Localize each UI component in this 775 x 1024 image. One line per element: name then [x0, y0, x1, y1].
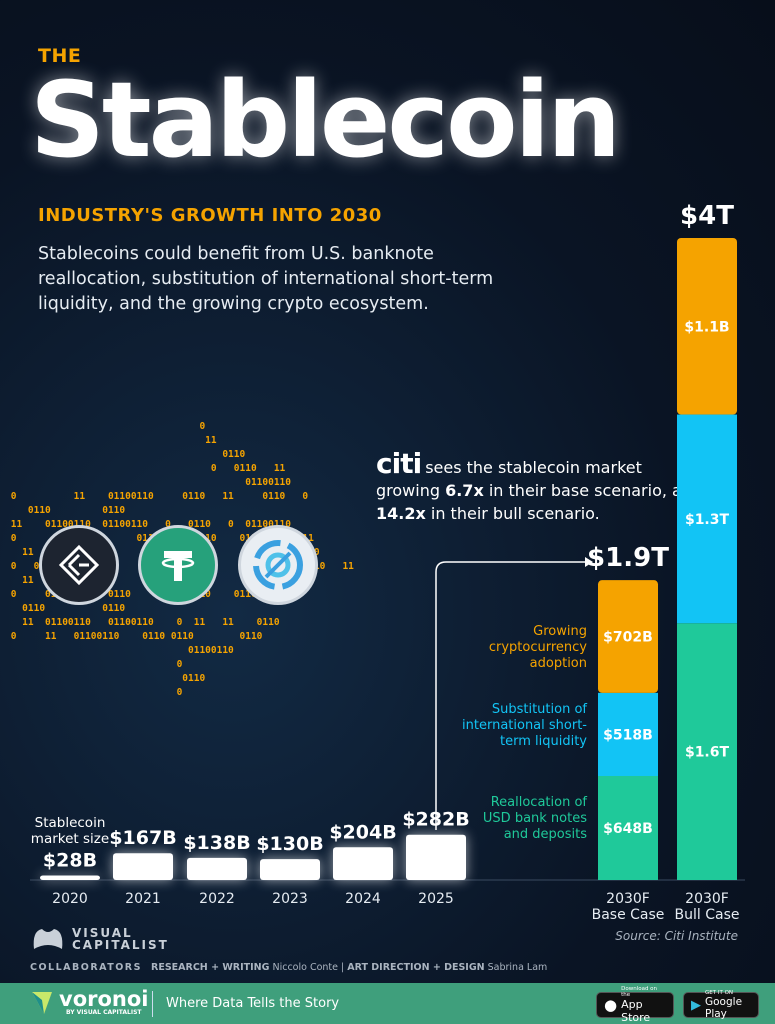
bar-2021 — [113, 853, 173, 880]
forecast-year-label: 2030F — [685, 891, 729, 907]
voronoi-icon — [32, 991, 52, 1014]
citi-logo: citi — [376, 447, 422, 480]
segment-label: $1.1B — [684, 319, 729, 335]
vc-logo: VISUAL CAPITALIST — [30, 925, 167, 953]
segment-liquidity — [677, 414, 737, 624]
year-label: 2022 — [199, 891, 235, 907]
value-label-2023: $130B — [256, 833, 323, 855]
tether-coin-icon — [138, 525, 218, 605]
subtitle: INDUSTRY'S GROWTH INTO 2030 — [38, 205, 382, 226]
voronoi-logo[interactable]: voronoi BY VISUAL CAPITALIST — [30, 989, 148, 1016]
value-label-2025: $282B — [402, 809, 469, 831]
year-label: 2021 — [125, 891, 161, 907]
year-label: 2025 — [418, 891, 454, 907]
citi-callout: citi sees the stablecoin market growing 6… — [376, 447, 703, 524]
value-label-2022: $138B — [183, 832, 250, 854]
legend-liquidity: Substitution of international short-term… — [462, 702, 587, 749]
bar-2023 — [260, 859, 320, 880]
year-label: 2024 — [345, 891, 381, 907]
legend-banknotes: Reallocation of USD bank notes and depos… — [482, 795, 587, 842]
vc-logo-icon — [33, 929, 63, 949]
tagline: Where Data Tells the Story — [166, 996, 340, 1011]
year-label: 2020 — [52, 891, 88, 907]
total-label: $4T — [680, 201, 734, 231]
arrow-head-icon — [585, 557, 593, 567]
forecast-case-label: Base Case — [592, 907, 665, 923]
segment-label: $518B — [603, 727, 653, 743]
value-label-2024: $204B — [329, 821, 396, 843]
segment-crypto — [598, 580, 658, 693]
forecast-year-label: 2030F — [606, 891, 650, 907]
segment-banknotes — [598, 775, 658, 880]
callout-arrow — [435, 561, 585, 830]
sigma-coin-icon — [39, 525, 119, 605]
title-kicker: THE — [38, 45, 82, 67]
legend-crypto: Growing cryptocurrency adoption — [488, 624, 587, 671]
bar-2022 — [187, 857, 247, 880]
bar-2024 — [333, 847, 393, 880]
bar-2020 — [40, 875, 100, 880]
segment-crypto — [677, 238, 737, 415]
bar-2025 — [406, 834, 466, 880]
usdc-coin-icon — [238, 525, 318, 605]
segment-label: $1.6T — [685, 745, 730, 761]
description: Stablecoins could benefit from U.S. bank… — [38, 244, 494, 314]
apple-icon: ● — [604, 996, 618, 1014]
segment-label: $1.3T — [685, 512, 730, 528]
source: Source: Citi Institute — [615, 929, 738, 943]
total-label: $1.9T — [587, 543, 669, 573]
segment-label: $648B — [603, 821, 653, 837]
history-label: Stablecoin market size — [30, 815, 110, 847]
footer-divider — [152, 991, 153, 1017]
segment-label: $702B — [603, 630, 653, 646]
segment-liquidity — [598, 692, 658, 776]
credits: COLLABORATORS RESEARCH + WRITING Niccolo… — [30, 962, 548, 973]
segment-banknotes — [677, 623, 737, 880]
page-title: Stablecoin — [30, 59, 621, 181]
google-play-button[interactable]: ▶ GET IT ON Google Play — [683, 990, 759, 1020]
forecast-case-label: Bull Case — [675, 907, 740, 923]
play-icon: ▶ — [691, 997, 701, 1013]
bar-chart: $28B 2020 $167B 2021 $138B 2022 $130B 2023 $204B… — [30, 201, 745, 923]
value-label-2021: $167B — [109, 827, 176, 849]
year-label: 2023 — [272, 891, 308, 907]
app-store-button[interactable]: ● Download on the App Store — [596, 986, 674, 1024]
value-label-2020: $28B — [43, 850, 97, 872]
